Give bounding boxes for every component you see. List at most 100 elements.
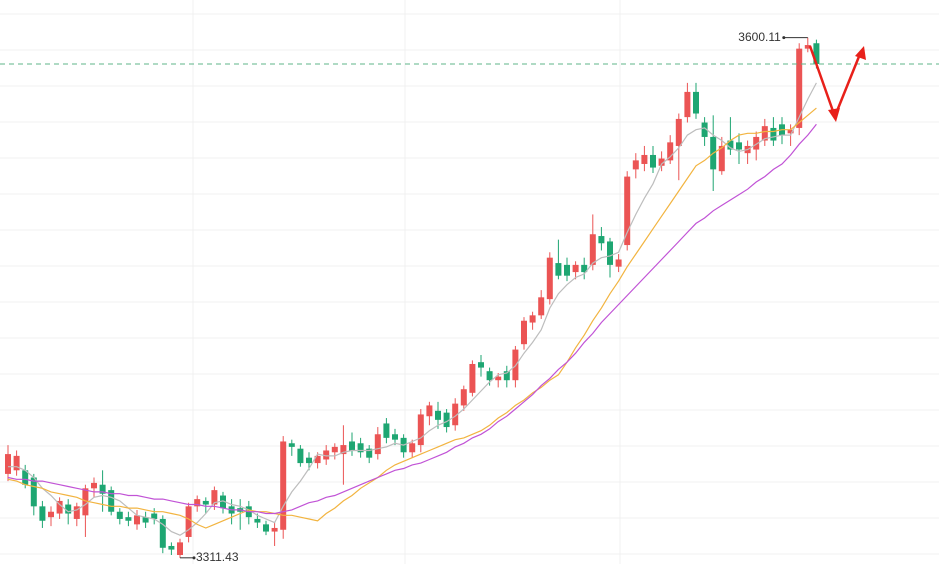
candle-body	[546, 257, 553, 300]
candle-body	[650, 154, 656, 168]
candle-body	[48, 511, 54, 518]
candle-body	[91, 482, 97, 489]
candle-body	[804, 45, 811, 49]
trend-arrow	[808, 45, 866, 122]
candle-body	[288, 443, 295, 447]
candle-body	[13, 455, 20, 471]
candle-body	[503, 371, 510, 381]
candle-body	[787, 129, 794, 134]
candle-body	[521, 320, 527, 345]
candle-body	[598, 236, 605, 244]
candle-body	[435, 410, 441, 420]
candle-body	[383, 423, 390, 438]
candle-body	[254, 518, 261, 523]
arrow-head	[855, 46, 866, 60]
candle-body	[306, 457, 312, 464]
candle-body	[168, 545, 175, 550]
candle-body	[349, 441, 355, 451]
candle-body	[761, 126, 768, 141]
candle-body	[632, 160, 639, 170]
candle-body	[211, 490, 218, 505]
max-price-dot	[782, 36, 786, 40]
moving-average-line	[7, 123, 817, 515]
candle-body	[108, 490, 115, 512]
max-price-label: 3600.11	[738, 30, 781, 44]
candle-body	[134, 515, 140, 525]
candle-body	[486, 371, 493, 381]
candle-body	[374, 434, 381, 455]
candle-body	[796, 48, 803, 128]
candle-body	[142, 517, 149, 523]
candle-body	[770, 127, 777, 141]
moving-average-line	[8, 82, 817, 536]
candle-body	[641, 154, 648, 164]
candle-body	[116, 511, 123, 519]
candle-body	[417, 414, 424, 446]
candle-body	[667, 142, 674, 161]
candle-body	[624, 176, 631, 246]
candle-body	[202, 500, 209, 505]
candle-body	[478, 362, 484, 368]
candle-body	[73, 506, 80, 519]
candle-body	[581, 264, 588, 273]
candle-body	[538, 297, 545, 316]
candle-body	[263, 524, 269, 532]
candle-body	[65, 504, 72, 514]
candle-body	[813, 43, 820, 64]
candle-body	[297, 448, 304, 464]
candle-body	[271, 527, 278, 532]
candle-body	[314, 455, 321, 464]
candle-body	[736, 142, 742, 150]
arrow-down	[808, 45, 836, 115]
candle-body	[564, 264, 570, 276]
candle-body	[331, 446, 338, 453]
candle-body	[82, 488, 89, 516]
candle-body	[39, 506, 46, 521]
min-price-dot	[192, 556, 196, 560]
candle-body	[177, 542, 183, 555]
candle-body	[366, 448, 373, 458]
candle-body	[426, 405, 433, 417]
candle-body	[185, 506, 192, 537]
candle-body	[409, 443, 416, 453]
candle-body	[56, 500, 63, 514]
candle-body	[718, 145, 725, 172]
moving-average-line	[7, 107, 817, 529]
candle-body	[495, 376, 502, 381]
candle-body	[151, 513, 158, 519]
candle-body	[30, 477, 37, 507]
candle-body	[452, 403, 459, 426]
candle-body	[607, 241, 613, 265]
candle-body	[5, 454, 11, 474]
candle-body	[658, 158, 665, 166]
candle-body	[615, 259, 622, 267]
candle-body	[159, 518, 166, 548]
candle-body	[280, 441, 287, 530]
arrow-up	[833, 53, 862, 117]
candle-body	[323, 450, 330, 460]
min-price-label: 3311.43	[196, 550, 239, 564]
candle-body	[392, 434, 398, 440]
candle-body	[572, 264, 579, 273]
candle-body	[357, 443, 364, 453]
candle-body	[675, 118, 682, 146]
candle-body	[701, 122, 708, 137]
candle-body	[753, 136, 760, 150]
candle-body	[194, 499, 201, 507]
candle-body	[340, 445, 347, 455]
candle-body	[99, 484, 106, 494]
candle-body	[589, 234, 596, 265]
candle-body	[727, 140, 734, 150]
candle-body	[693, 91, 699, 114]
candle-body	[220, 495, 226, 509]
candle-body	[125, 517, 132, 521]
candle-body	[469, 363, 476, 393]
candle-body	[460, 389, 467, 406]
candle-body	[22, 470, 29, 485]
plot	[0, 37, 939, 558]
candle-body	[443, 412, 450, 428]
candle-body	[529, 315, 536, 323]
